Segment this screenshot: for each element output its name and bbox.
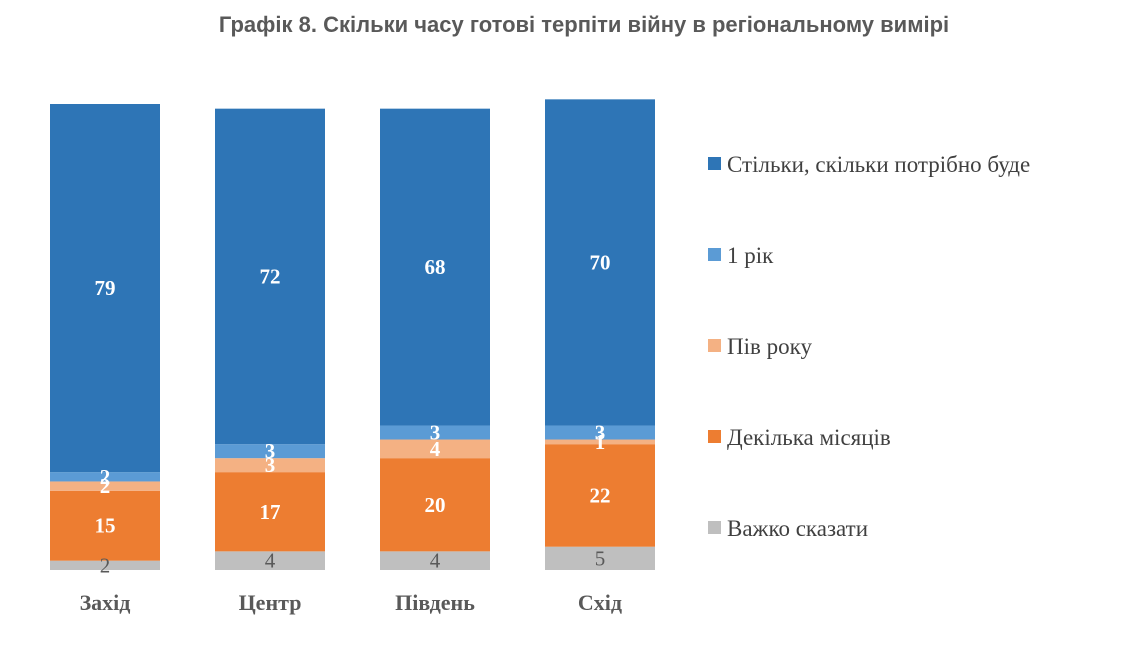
legend-swatch bbox=[708, 339, 721, 352]
bar-segment bbox=[50, 481, 160, 491]
bar-segment bbox=[545, 546, 655, 570]
bar-segment bbox=[50, 104, 160, 473]
data-label: 68 bbox=[425, 255, 446, 279]
bar-segment bbox=[50, 490, 160, 561]
bar-segment bbox=[50, 472, 160, 482]
legend-label: Декілька місяців bbox=[727, 425, 891, 450]
data-label: 15 bbox=[95, 514, 116, 538]
category-labels-group: Захід Центр Південь Схід bbox=[80, 590, 623, 615]
legend-label: Важко сказати bbox=[727, 516, 868, 541]
data-label: 3 bbox=[265, 453, 276, 477]
category-label: Схід bbox=[578, 590, 622, 615]
data-label: 3 bbox=[265, 439, 276, 463]
bar-segment bbox=[50, 560, 160, 570]
category-label: Південь bbox=[395, 590, 475, 615]
data-label: 22 bbox=[590, 483, 611, 507]
data-label: 4 bbox=[265, 549, 276, 573]
data-label: 72 bbox=[260, 264, 281, 288]
data-label: 2 bbox=[100, 465, 111, 489]
category-label: Центр bbox=[239, 590, 302, 615]
bar-segment bbox=[380, 108, 490, 426]
legend-label: 1 рік bbox=[727, 243, 774, 268]
category-label: Захід bbox=[80, 590, 131, 615]
bar-segment bbox=[215, 444, 325, 459]
legend-swatch bbox=[708, 248, 721, 261]
data-label: 3 bbox=[595, 421, 606, 445]
data-label: 4 bbox=[430, 437, 441, 461]
legend-swatch bbox=[708, 521, 721, 534]
bar-segment bbox=[380, 458, 490, 552]
bar-segment bbox=[215, 108, 325, 445]
bar-segment bbox=[545, 425, 655, 440]
data-label: 1 bbox=[595, 430, 606, 454]
bars-group bbox=[50, 99, 655, 570]
bar-segment bbox=[380, 425, 490, 440]
data-label: 2 bbox=[100, 474, 111, 498]
bar-segment bbox=[380, 551, 490, 570]
bar-segment bbox=[545, 444, 655, 547]
bar-segment bbox=[545, 439, 655, 445]
legend-swatch bbox=[708, 430, 721, 443]
bar-segment bbox=[545, 99, 655, 426]
legend: Стільки, скільки потрібно буде 1 рік Пів р… bbox=[708, 152, 1030, 541]
data-label: 17 bbox=[260, 500, 281, 524]
legend-swatch bbox=[708, 157, 721, 170]
legend-label: Пів року bbox=[727, 334, 812, 359]
data-label: 79 bbox=[95, 276, 116, 300]
bar-segment bbox=[215, 551, 325, 570]
bar-segment bbox=[215, 472, 325, 552]
data-label: 4 bbox=[430, 549, 441, 573]
bar-segment bbox=[380, 439, 490, 459]
data-label: 5 bbox=[595, 546, 606, 570]
data-label: 70 bbox=[590, 250, 611, 274]
data-label: 3 bbox=[430, 421, 441, 445]
bar-segment bbox=[215, 458, 325, 473]
legend-label: Стільки, скільки потрібно буде bbox=[727, 152, 1030, 177]
chart-title: Графік 8. Скільки часу готові терпіти ві… bbox=[218, 12, 950, 37]
data-label: 20 bbox=[425, 493, 446, 517]
data-label: 2 bbox=[100, 553, 111, 577]
